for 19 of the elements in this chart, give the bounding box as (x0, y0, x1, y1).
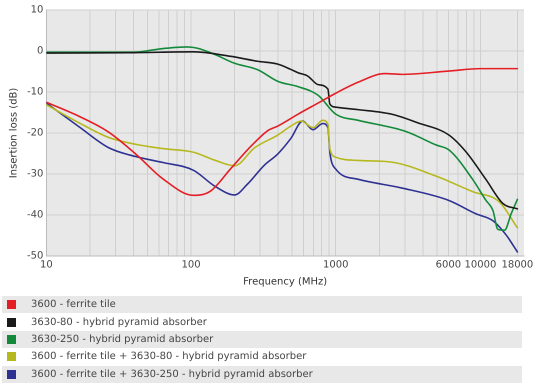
x-tick-label: 10000 (464, 260, 496, 271)
y-axis-title: Insertion loss (dB) (8, 88, 20, 178)
x-tick-label: 10 (40, 260, 53, 271)
legend-label: 3600 - ferrite tile + 3630-250 - hybrid pyramid absorber (31, 368, 313, 380)
x-tick-label: 18000 (501, 260, 534, 271)
y-tick-label: -20 (26, 128, 44, 139)
legend-label: 3630-80 - hybrid pyramid absorber (31, 316, 207, 328)
legend-label: 3600 - ferrite tile + 3630-80 - hybrid pyramid absorber (31, 351, 306, 362)
y-tick-label: -10 (26, 86, 44, 98)
x-tick-label: 100 (181, 260, 201, 271)
y-tick-label: 0 (36, 46, 44, 57)
y-tick-label: 10 (30, 4, 44, 16)
legend-label: 3630-250 - hybrid pyramid absorber (31, 334, 214, 345)
y-tick-label: -40 (26, 210, 44, 221)
y-tick-label: -30 (26, 168, 44, 180)
x-axis-title: Frequency (MHz) (243, 276, 328, 288)
legend-label: 3600 - ferrite tile (31, 299, 116, 310)
x-tick-label: 1000 (323, 260, 348, 271)
x-tick-label: 6000 (436, 260, 462, 271)
